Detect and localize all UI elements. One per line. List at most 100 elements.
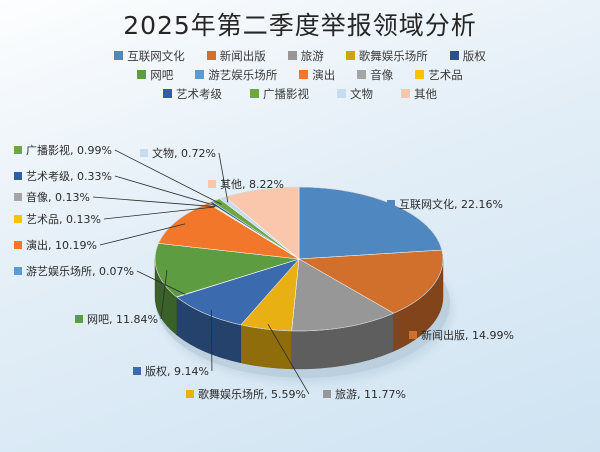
legend-label: 旅游: [300, 48, 324, 63]
chart-title: 2025年第二季度举报领域分析: [123, 11, 477, 40]
legend-item-copyright[interactable]: 版权: [449, 48, 486, 64]
pie-label-hulianwang: 互联网文化, 22.16%: [387, 196, 503, 212]
label-text: 版权, 9.14%: [145, 365, 209, 378]
label-text: 网吧, 11.84%: [87, 313, 158, 326]
label-text: 艺术品, 0.13%: [26, 213, 101, 226]
legend-swatch-icon: [287, 51, 297, 60]
legend-row-1: 互联网文化 新闻出版 旅游 歌舞娱乐场所 版权: [0, 46, 600, 65]
legend-label: 互联网文化: [127, 48, 185, 63]
legend-item-tourism[interactable]: 旅游: [287, 48, 324, 64]
legend-item-internet-culture[interactable]: 互联网文化: [114, 48, 185, 64]
legend-label: 新闻出版: [219, 48, 266, 63]
pie-label-yishukao: 艺术考级, 0.33%: [14, 168, 112, 184]
label-text: 旅游, 11.77%: [335, 388, 406, 401]
label-text: 文物, 0.72%: [152, 147, 216, 160]
legend-swatch-icon: [195, 70, 205, 79]
legend-swatch-icon: [250, 89, 259, 98]
legend-label: 艺术考级: [176, 86, 222, 101]
pie-label-wangba: 网吧, 11.84%: [75, 311, 158, 327]
legend-swatch-icon: [415, 70, 425, 79]
pie-label-yanchu: 演出, 10.19%: [14, 237, 97, 253]
label-text: 艺术考级, 0.33%: [26, 170, 112, 183]
pie-label-xinwen: 新闻出版, 14.99%: [409, 327, 514, 343]
legend-label: 其他: [414, 86, 437, 101]
legend-swatch-icon: [137, 70, 147, 79]
label-swatch-icon: [208, 180, 216, 188]
label-text: 其他, 8.22%: [220, 178, 284, 191]
legend-label: 版权: [462, 48, 486, 63]
leader-line: [218, 152, 229, 203]
legend-item-cultural-relics[interactable]: 文物: [337, 86, 373, 102]
label-swatch-icon: [140, 149, 148, 157]
legend-item-other[interactable]: 其他: [401, 86, 437, 102]
legend-swatch-icon: [357, 70, 367, 79]
pie-label-youyi: 游艺娱乐场所, 0.07%: [14, 263, 134, 279]
legend-swatch-icon: [114, 51, 124, 60]
pie-label-banquan: 版权, 9.14%: [133, 363, 209, 379]
leader-line: [103, 206, 215, 220]
legend-label: 音像: [370, 67, 394, 82]
label-swatch-icon: [14, 215, 22, 223]
chart-legend: 互联网文化 新闻出版 旅游 歌舞娱乐场所 版权 网吧: [0, 46, 600, 103]
label-swatch-icon: [14, 146, 22, 154]
pie-label-lvyou: 旅游, 11.77%: [323, 386, 406, 402]
label-swatch-icon: [387, 200, 395, 208]
pie-label-guangbo: 广播影视, 0.99%: [14, 142, 112, 158]
legend-label: 歌舞娱乐场所: [358, 48, 428, 63]
label-swatch-icon: [14, 172, 22, 180]
pie-label-yinxiang: 音像, 0.13%: [14, 189, 90, 205]
label-text: 新闻出版, 14.99%: [421, 329, 514, 342]
label-swatch-icon: [14, 267, 22, 275]
leader-line: [99, 223, 186, 246]
legend-item-internet-cafe[interactable]: 网吧: [137, 67, 173, 83]
pie-label-qita: 其他, 8.22%: [208, 176, 284, 192]
legend-item-artwork[interactable]: 艺术品: [415, 67, 463, 83]
label-swatch-icon: [75, 315, 83, 323]
label-text: 广播影视, 0.99%: [26, 144, 112, 157]
leader-line: [92, 196, 216, 208]
legend-label: 演出: [312, 67, 336, 82]
legend-swatch-icon: [345, 51, 355, 60]
legend-item-broadcast-film[interactable]: 广播影视: [250, 86, 309, 102]
label-text: 演出, 10.19%: [26, 239, 97, 252]
legend-label: 文物: [350, 86, 373, 101]
legend-swatch-icon: [299, 70, 309, 79]
legend-item-audio-video[interactable]: 音像: [357, 67, 393, 83]
legend-label: 游艺娱乐场所: [208, 67, 278, 82]
label-text: 游艺娱乐场所, 0.07%: [26, 265, 134, 278]
legend-item-amusement-venue[interactable]: 游艺娱乐场所: [195, 67, 277, 83]
label-text: 歌舞娱乐场所, 5.59%: [198, 388, 306, 401]
legend-row-2: 网吧 游艺娱乐场所 演出 音像 艺术品: [0, 65, 600, 84]
legend-label: 艺术品: [428, 67, 463, 82]
label-swatch-icon: [186, 390, 194, 398]
legend-swatch-icon: [206, 51, 216, 60]
pie-label-wenwu: 文物, 0.72%: [140, 145, 216, 161]
leader-line: [210, 309, 213, 372]
legend-item-song-dance-venue[interactable]: 歌舞娱乐场所: [345, 48, 428, 64]
pie-label-yishupin: 艺术品, 0.13%: [14, 211, 101, 227]
pie-side-walls: [154, 258, 444, 370]
pie-label-gewu: 歌舞娱乐场所, 5.59%: [186, 386, 306, 402]
pie-top-faces: [154, 186, 444, 332]
legend-swatch-icon: [449, 51, 459, 60]
label-text: 互联网文化, 22.16%: [399, 198, 503, 211]
leader-line: [114, 149, 222, 205]
leader-line: [114, 175, 218, 207]
label-swatch-icon: [14, 193, 22, 201]
legend-swatch-icon: [401, 89, 410, 98]
label-swatch-icon: [323, 390, 331, 398]
pie-leader-lines: [92, 149, 310, 395]
legend-label: 网吧: [150, 67, 174, 82]
legend-item-art-exam[interactable]: 艺术考级: [163, 86, 222, 102]
leader-line: [160, 270, 168, 320]
leader-line: [136, 270, 186, 295]
label-swatch-icon: [14, 241, 22, 249]
legend-swatch-icon: [337, 89, 346, 98]
legend-item-performance[interactable]: 演出: [299, 67, 335, 83]
leader-line: [267, 323, 310, 395]
legend-swatch-icon: [163, 89, 172, 98]
legend-item-news-publishing[interactable]: 新闻出版: [206, 48, 266, 64]
legend-row-3: 艺术考级 广播影视 文物 其他: [0, 84, 600, 103]
label-swatch-icon: [133, 367, 141, 375]
